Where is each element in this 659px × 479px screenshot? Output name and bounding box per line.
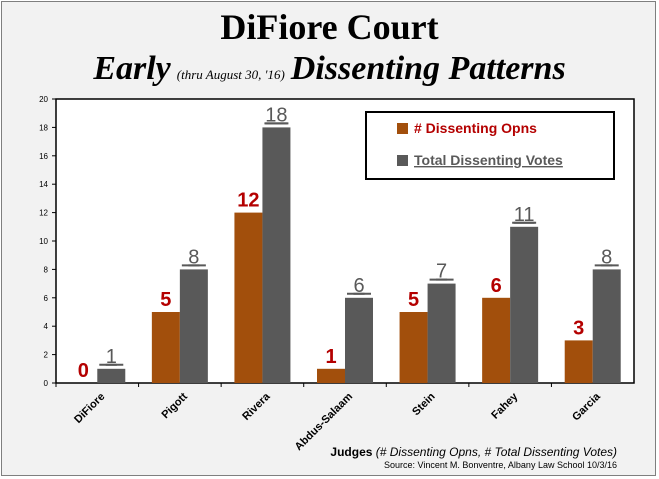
data-label-dissenting-opns: 0 xyxy=(78,360,89,382)
bar-dissenting-opns xyxy=(151,312,180,383)
y-tick-label: 12 xyxy=(39,209,48,218)
subtitle-right: Dissenting Patterns xyxy=(290,50,566,87)
bar-total-dissenting-votes xyxy=(592,269,621,383)
bar-dissenting-opns xyxy=(234,212,263,383)
data-label-dissenting-opns: 5 xyxy=(160,289,171,311)
x-tick-label: DiFiore xyxy=(72,391,107,426)
data-label-dissenting-opns: 1 xyxy=(325,346,336,368)
y-tick-label: 4 xyxy=(44,322,49,331)
bar-total-dissenting-votes xyxy=(262,127,291,384)
data-label-dissenting-opns: 5 xyxy=(408,289,419,311)
y-tick-label: 10 xyxy=(39,237,48,246)
x-tick-label: Pigott xyxy=(159,390,190,421)
bar-dissenting-opns xyxy=(317,368,345,383)
legend-label-votes: Total Dissenting Votes xyxy=(414,152,563,168)
legend-swatch-votes xyxy=(397,155,408,166)
data-label-dissenting-opns: 6 xyxy=(491,275,502,297)
data-label-total-dissenting-votes: 1 xyxy=(106,346,117,368)
bar-total-dissenting-votes xyxy=(427,283,456,383)
data-label-total-dissenting-votes: 7 xyxy=(436,261,447,283)
x-tick-label: Rivera xyxy=(240,390,273,423)
subtitle-note: (thru August 30, '16) xyxy=(176,67,285,82)
data-label-total-dissenting-votes: 11 xyxy=(514,204,535,226)
y-tick-label: 16 xyxy=(39,152,48,161)
data-label-total-dissenting-votes: 8 xyxy=(188,246,199,268)
bar-total-dissenting-votes xyxy=(97,368,126,383)
y-tick-label: 8 xyxy=(44,265,49,274)
subtitle-left: Early xyxy=(93,50,171,87)
y-tick-label: 14 xyxy=(39,180,48,189)
legend-swatch-opns xyxy=(397,123,408,134)
bar-total-dissenting-votes xyxy=(510,226,539,383)
chart-title: DiFiore Court xyxy=(220,7,439,47)
bar-dissenting-opns xyxy=(482,297,511,383)
bar-total-dissenting-votes xyxy=(179,269,208,383)
y-tick-label: 0 xyxy=(44,379,49,388)
bar-dissenting-opns xyxy=(564,340,593,383)
y-tick-label: 2 xyxy=(44,351,49,360)
x-tick-label: Stein xyxy=(410,390,438,418)
source-note: Source: Vincent M. Bonventre, Albany Law… xyxy=(384,460,617,470)
data-label-total-dissenting-votes: 6 xyxy=(353,275,364,297)
data-label-dissenting-opns: 3 xyxy=(573,317,584,339)
legend-label-opns: # Dissenting Opns xyxy=(414,120,537,136)
x-tick-label: Garcia xyxy=(570,390,603,423)
x-axis-title: Judges (# Dissenting Opns, # Total Disse… xyxy=(330,445,617,459)
data-label-dissenting-opns: 12 xyxy=(237,190,259,212)
y-tick-label: 18 xyxy=(39,123,48,132)
x-axis-title-main: Judges xyxy=(330,445,373,459)
bar-total-dissenting-votes xyxy=(345,297,373,383)
y-tick-label: 6 xyxy=(44,294,49,303)
x-axis-title-paren: (# Dissenting Opns, # Total Dissenting V… xyxy=(375,445,617,459)
data-label-total-dissenting-votes: 8 xyxy=(601,246,612,268)
chart-subtitle: Early (thru August 30, '16) Dissenting Pat… xyxy=(0,50,659,88)
x-tick-label: Fahey xyxy=(489,390,521,422)
data-label-total-dissenting-votes: 18 xyxy=(265,104,287,126)
bar-dissenting-opns xyxy=(399,312,428,383)
x-tick-label: Abdus-Salaam xyxy=(293,390,356,453)
y-tick-label: 20 xyxy=(39,95,48,104)
